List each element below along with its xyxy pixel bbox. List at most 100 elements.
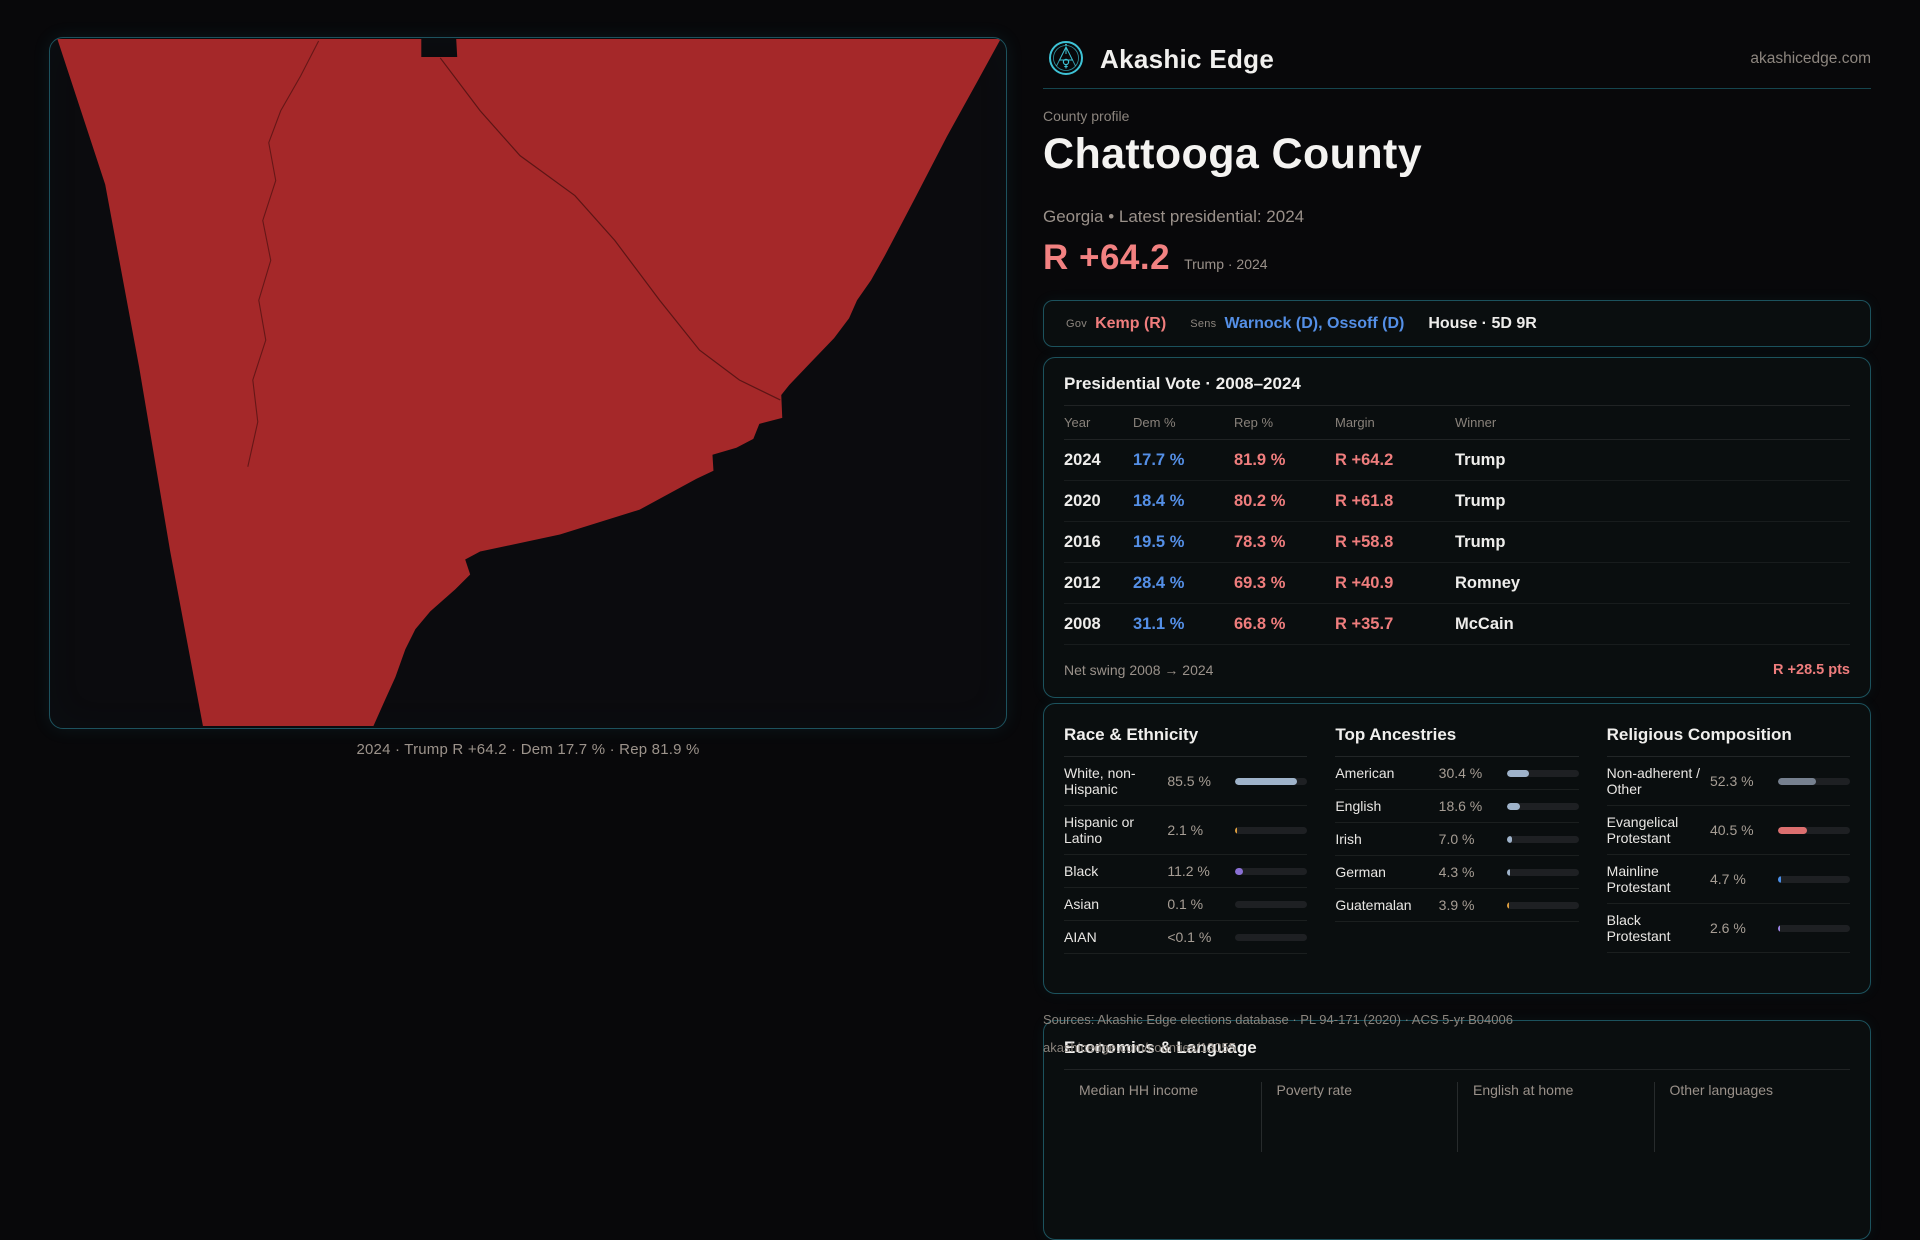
sources-line: Sources: Akashic Edge elections database… [1043,1012,1513,1027]
cell-dem: 17.7 % [1133,450,1185,469]
stat-bar-fill [1506,802,1521,810]
net-swing-value: R +28.5 pts [1773,662,1850,678]
cell-margin: R +58.8 [1335,532,1394,551]
stat-row: American 30.4 % [1335,757,1579,790]
stat-bar-fill [1777,875,1782,883]
cell-winner: Trump [1455,491,1506,510]
stat-row: Black Protestant 2.6 % [1606,904,1850,953]
county-boundary-line [439,57,781,401]
margin-value: R +64.2 [1043,238,1171,277]
section-heading: Religious Composition [1606,724,1850,757]
econ-col-label: English at home [1457,1082,1654,1152]
margin-headline: R +64.2 Trump · 2024 [1043,238,1268,278]
stat-row: Black 11.2 % [1064,855,1308,888]
stat-row: Hispanic or Latino 2.1 % [1064,806,1308,855]
cell-rep: 78.3 % [1234,532,1286,551]
sources-note: Sources: Akashic Edge elections database… [1043,1006,1513,1062]
presidential-vote-card: Presidential Vote · 2008–2024 Year Dem %… [1043,357,1871,698]
cell-year: 2008 [1064,614,1101,633]
table-row: 2020 18.4 % 80.2 % R +61.8 Trump [1064,481,1850,522]
brand-logo-icon [1049,41,1083,75]
cell-margin: R +61.8 [1335,491,1394,510]
stat-bar-fill [1235,777,1297,785]
stat-bar-fill [1777,777,1816,785]
cell-rep: 69.3 % [1234,573,1286,592]
map-caption: 2024 · Trump R +64.2 · Dem 17.7 % · Rep … [356,741,700,758]
stat-bar [1777,826,1850,834]
presidential-title: Presidential Vote · 2008–2024 [1064,373,1850,406]
sources-link[interactable]: akashicedge.com/counties/13055 [1043,1040,1236,1055]
cell-winner: Trump [1455,450,1506,469]
cell-dem: 28.4 % [1133,573,1185,592]
stat-row: Guatemalan 3.9 % [1335,889,1579,922]
stat-row: Irish 7.0 % [1335,823,1579,856]
demographics-card: Race & Ethnicity White, non-Hispanic 85.… [1043,703,1871,994]
stat-row: English 18.6 % [1335,790,1579,823]
page-subtitle: Georgia • Latest presidential: 2024 [1043,207,1305,226]
sens-label: Sens [1190,317,1217,330]
stat-bar-fill [1777,924,1780,932]
cell-rep: 81.9 % [1234,450,1286,469]
table-row: 2016 19.5 % 78.3 % R +58.8 Trump [1064,522,1850,563]
house-value: House · 5D 9R [1428,314,1537,332]
stat-bar-fill [1777,826,1808,834]
cell-year: 2020 [1064,491,1101,510]
net-swing-row: Net swing 2008 → 2024 R +28.5 pts [1064,645,1850,678]
table-header-row: Year Dem % Rep % Margin Winner [1064,406,1850,440]
table-row: 2008 31.1 % 66.8 % R +35.7 McCain [1064,604,1850,645]
col-margin: Margin [1335,415,1375,430]
cell-dem: 19.5 % [1133,532,1185,551]
stat-bar [1506,802,1579,810]
gov-label: Gov [1066,317,1088,330]
econ-col-label: Other languages [1653,1082,1851,1152]
stat-bar [1235,867,1308,875]
page-title: Chattooga County [1043,130,1423,178]
cell-dem: 31.1 % [1133,614,1185,633]
header-divider [1043,88,1871,89]
cell-rep: 80.2 % [1234,491,1286,510]
margin-context: Trump · 2024 [1184,256,1268,272]
site-domain-link[interactable]: akashicedge.com [1750,50,1871,67]
county-shape[interactable] [57,38,1001,727]
stat-bar [1235,900,1308,908]
economics-grid: Median HH income Poverty rate English at… [1064,1082,1850,1152]
stat-bar-fill [1506,868,1510,876]
section-heading: Race & Ethnicity [1064,724,1308,757]
cell-year: 2024 [1064,450,1101,469]
stat-bar [1777,924,1850,932]
county-boundary-line [247,40,320,467]
stat-bar [1506,901,1579,909]
econ-col-label: Median HH income [1079,1082,1199,1098]
section-heading: Top Ancestries [1335,724,1579,757]
county-map [57,38,1001,727]
stat-row: Asian 0.1 % [1064,888,1308,921]
gov-value: Kemp (R) [1095,314,1167,332]
cell-winner: Trump [1455,532,1506,551]
race-ethnicity-section: Race & Ethnicity White, non-Hispanic 85.… [1064,724,1308,993]
brand-name: Akashic Edge [1100,44,1275,74]
col-rep: Rep % [1234,415,1274,430]
economics-title: Economics & Language [1064,1037,1850,1070]
stat-row: German 4.3 % [1335,856,1579,889]
stat-bar [1235,777,1308,785]
stat-bar-fill [1506,835,1512,843]
col-winner: Winner [1455,415,1497,430]
stat-bar [1506,769,1579,777]
ancestries-section: Top Ancestries American 30.4 % English 1… [1335,724,1579,993]
stat-bar-fill [1235,867,1244,875]
stat-bar [1777,875,1850,883]
cell-rep: 66.8 % [1234,614,1286,633]
cell-year: 2012 [1064,573,1101,592]
col-year: Year [1064,415,1091,430]
stat-bar-fill [1506,901,1510,909]
stat-row: Mainline Protestant 4.7 % [1606,855,1850,904]
col-dem: Dem % [1133,415,1176,430]
stat-bar [1506,835,1579,843]
cell-winner: Romney [1455,573,1521,592]
stat-row: AIAN <0.1 % [1064,921,1308,954]
officials-bar: Gov Kemp (R) Sens Warnock (D), Ossoff (D… [1043,300,1871,347]
stat-row: Evangelical Protestant 40.5 % [1606,806,1850,855]
religion-section: Religious Composition Non-adherent / Oth… [1606,724,1850,993]
profile-kicker: County profile [1043,108,1130,124]
cell-dem: 18.4 % [1133,491,1185,510]
